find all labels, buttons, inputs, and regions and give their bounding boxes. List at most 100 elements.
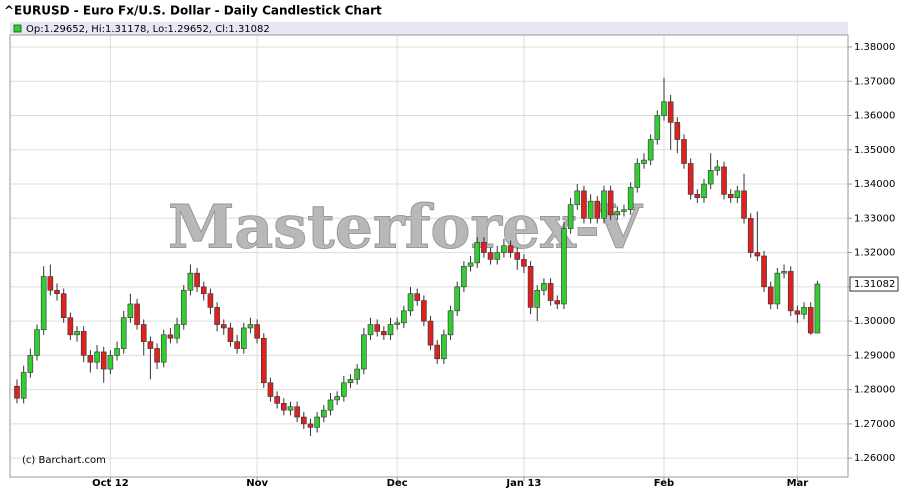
candle-body (594, 200, 601, 219)
candle-body (87, 355, 94, 363)
candle-body (247, 324, 254, 329)
candle-body (27, 355, 34, 373)
candle-body (574, 190, 581, 205)
candle-body (401, 310, 407, 324)
candle-body (154, 348, 160, 363)
candle-body (160, 334, 167, 363)
candle-body (761, 255, 767, 288)
candle-body (80, 331, 87, 356)
candle-body (521, 259, 527, 267)
candle-body (714, 166, 721, 171)
y-tick-label: 1.26000 (854, 453, 895, 464)
candle-body (581, 190, 587, 219)
candle-body (227, 327, 234, 342)
y-tick-label: 1.30000 (854, 316, 895, 327)
candle-body (554, 300, 561, 305)
candle-body (441, 334, 447, 360)
candle-body (147, 341, 154, 349)
candle-body (667, 101, 674, 123)
candle-body (614, 211, 621, 216)
candle-body (781, 271, 787, 274)
candle-body (114, 348, 120, 356)
y-tick-label: 1.29000 (854, 350, 895, 361)
candle-body (507, 245, 514, 253)
candle-body (474, 241, 481, 264)
candle-body (260, 337, 267, 384)
candle-body (240, 327, 247, 349)
candle-body (741, 190, 747, 219)
candle-body (180, 289, 187, 325)
candle-body (347, 379, 354, 384)
candle-body (254, 324, 260, 339)
candle-body (394, 322, 400, 325)
candle-body (341, 382, 347, 397)
candle-body (60, 293, 67, 318)
candle-body (20, 372, 27, 399)
y-tick-label: 1.28000 (854, 385, 895, 396)
candle-body (481, 241, 487, 253)
candle-body (801, 307, 807, 315)
candle-body (307, 423, 314, 428)
x-tick-label: Mar (787, 478, 809, 489)
candle-body (774, 272, 781, 305)
candle-body (601, 190, 607, 219)
candle-body (494, 252, 501, 260)
candle-body (321, 409, 327, 418)
candle-body (220, 324, 227, 329)
candle-body (567, 204, 574, 229)
x-tick-label: Feb (654, 478, 674, 489)
x-tick-label: Dec (387, 478, 408, 489)
candle-body (367, 324, 374, 336)
candle-body (754, 252, 761, 257)
candle-body (427, 320, 434, 346)
candle-body (787, 271, 794, 312)
candle-body (454, 286, 461, 312)
candle-body (661, 101, 667, 116)
x-tick-label: Jan 13 (505, 478, 541, 489)
candle-body (301, 416, 307, 425)
candle-body (207, 293, 214, 308)
candle-body (267, 382, 274, 397)
candle-body (721, 166, 727, 195)
candle-body (627, 187, 634, 211)
candle-body (287, 406, 294, 411)
candle-body (734, 190, 741, 199)
y-tick-label: 1.38000 (854, 42, 895, 53)
candle-body (561, 228, 567, 305)
x-tick-label: Nov (246, 478, 268, 489)
candle-body (587, 200, 594, 219)
candle-body (727, 194, 734, 199)
candle-body (194, 272, 200, 288)
candle-body (200, 286, 207, 294)
candle-body (327, 399, 334, 411)
y-tick-label: 1.33000 (854, 213, 895, 224)
candle-body (354, 368, 360, 380)
candle-body (274, 396, 280, 404)
candle-body (527, 265, 534, 308)
candle-body (314, 416, 320, 428)
candle-body (607, 190, 614, 216)
candle-body (381, 331, 387, 336)
plot-frame (9, 34, 849, 478)
candle-body (487, 252, 494, 260)
candle-body (647, 139, 654, 161)
candle-body (67, 317, 74, 336)
info-text: Op:1.29652, Hi:1.31178, Lo:1.29652, Cl:1… (26, 24, 270, 35)
candle-body (541, 283, 547, 291)
candle-body (641, 159, 647, 164)
candle-body (407, 293, 414, 312)
candle-body (74, 331, 80, 336)
last-price-label: 1.31082 (854, 279, 895, 290)
x-tick-label: Oct 12 (92, 478, 129, 489)
candle-body (374, 324, 380, 332)
credit: (c) Barchart.com (22, 455, 106, 466)
y-tick-label: 1.34000 (854, 179, 895, 190)
candle-body (234, 341, 240, 349)
candle-body (461, 265, 467, 288)
chart-title: ^EURUSD - Euro Fx/U.S. Dollar - Daily Ca… (4, 4, 382, 18)
candle-body (534, 289, 541, 308)
candle-body (547, 283, 554, 301)
candle-body (120, 317, 127, 349)
candle-body (634, 163, 641, 188)
